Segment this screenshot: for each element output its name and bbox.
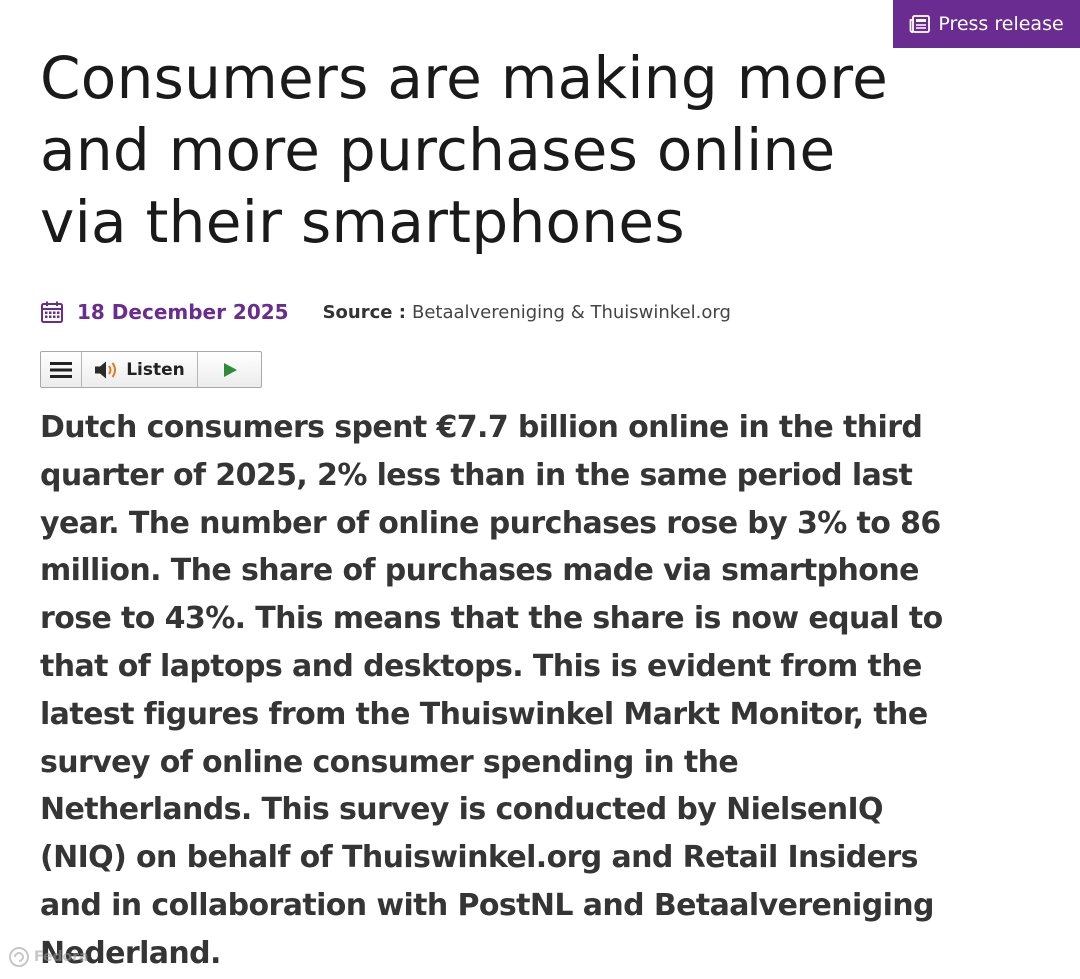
newspaper-icon [909, 15, 931, 33]
hamburger-menu-icon [50, 361, 72, 378]
readspeaker-player: Listen [40, 351, 262, 388]
watermark: Fedora [8, 946, 88, 968]
calendar-icon [41, 301, 63, 323]
press-release-badge: Press release [893, 0, 1080, 48]
press-release-label: Press release [938, 13, 1064, 35]
player-menu-button[interactable] [41, 352, 82, 387]
page-title: Consumers are making more and more purch… [40, 44, 889, 256]
source-value: Betaalvereniging & Thuiswinkel.org [411, 301, 731, 323]
watermark-logo-icon [9, 947, 29, 967]
watermark-label: Fedora [34, 949, 89, 965]
listen-label: Listen [126, 359, 185, 380]
article-lead: Dutch consumers spent €7.7 billion onlin… [40, 410, 943, 971]
source-label: Source : [322, 301, 406, 323]
publish-date: 18 December 2025 [77, 300, 289, 324]
speaker-icon [95, 361, 117, 378]
article-meta: 18 December 2025 Source : Betaalverenigi… [40, 296, 731, 328]
play-button[interactable] [198, 352, 261, 387]
listen-button[interactable]: Listen [82, 352, 198, 387]
play-icon [223, 362, 237, 377]
